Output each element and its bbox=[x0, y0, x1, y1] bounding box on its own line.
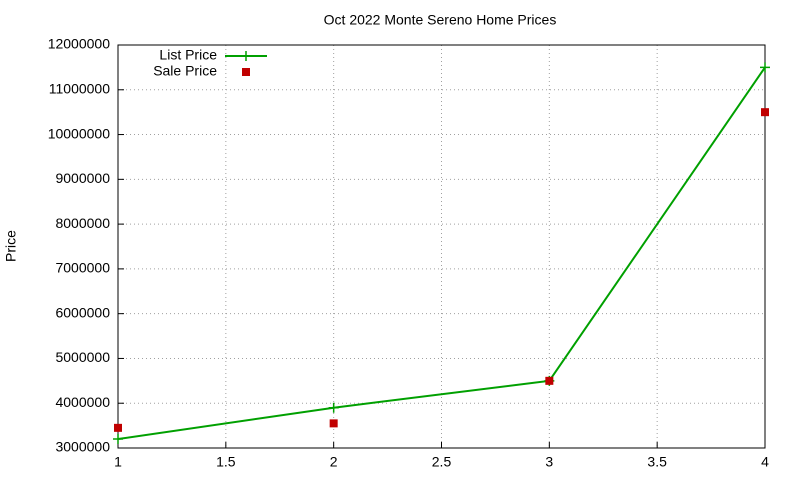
y-tick-label: 10000000 bbox=[48, 125, 111, 141]
y-tick-label: 4000000 bbox=[55, 394, 110, 410]
chart-title: Oct 2022 Monte Sereno Home Prices bbox=[324, 12, 557, 28]
legend-label: List Price bbox=[159, 47, 217, 63]
x-tick-label: 2 bbox=[330, 454, 338, 470]
legend-label: Sale Price bbox=[153, 63, 217, 79]
x-tick-label: 3 bbox=[545, 454, 553, 470]
x-tick-label: 1.5 bbox=[216, 454, 236, 470]
marker bbox=[545, 376, 554, 385]
x-tick-label: 1 bbox=[114, 454, 122, 470]
marker bbox=[760, 62, 770, 73]
y-tick-label: 7000000 bbox=[55, 260, 110, 276]
marker bbox=[241, 51, 251, 61]
y-tick-label: 6000000 bbox=[55, 304, 110, 320]
y-tick-label: 11000000 bbox=[49, 80, 110, 96]
marker bbox=[114, 423, 122, 432]
marker bbox=[242, 68, 250, 76]
x-tick-label: 2.5 bbox=[432, 454, 452, 470]
marker bbox=[113, 434, 123, 445]
y-tick-label: 12000000 bbox=[48, 36, 111, 52]
y-axis-label: Price bbox=[3, 230, 19, 262]
y-tick-label: 8000000 bbox=[55, 215, 110, 231]
x-tick-label: 4 bbox=[761, 454, 769, 470]
y-tick-label: 5000000 bbox=[55, 349, 110, 365]
plot-border bbox=[117, 44, 766, 449]
marker bbox=[328, 402, 339, 413]
marker bbox=[329, 419, 338, 428]
y-tick-label: 9000000 bbox=[55, 170, 110, 186]
x-tick-label: 3.5 bbox=[647, 454, 667, 470]
y-tick-label: 3000000 bbox=[55, 439, 110, 455]
marker bbox=[761, 108, 769, 117]
series-line bbox=[117, 66, 766, 441]
